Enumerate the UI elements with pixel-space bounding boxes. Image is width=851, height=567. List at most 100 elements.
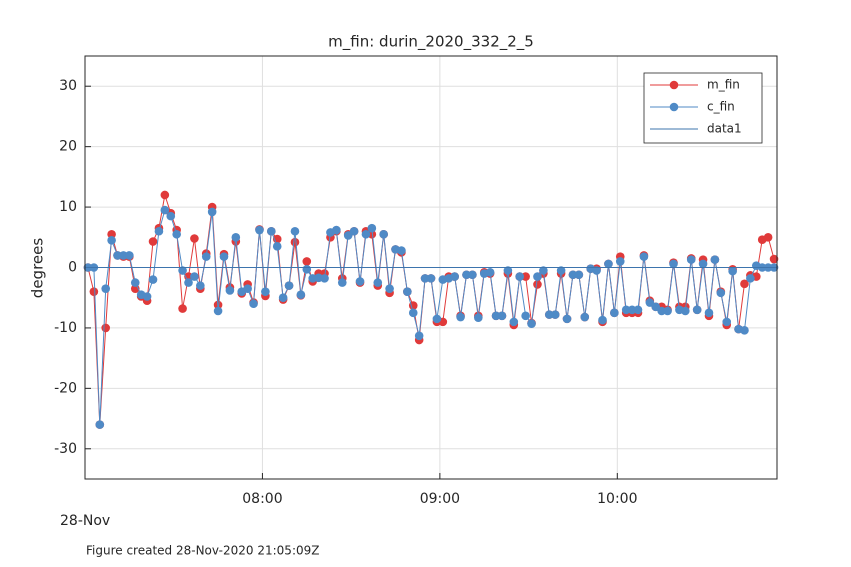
data-point (639, 252, 649, 261)
series-line (87, 209, 775, 425)
data-point (728, 266, 737, 276)
data-point (491, 311, 501, 321)
data-point (302, 265, 312, 274)
legend-marker (669, 102, 679, 112)
data-point (166, 211, 176, 221)
data-point (379, 229, 388, 239)
data-point (142, 292, 152, 301)
data-point (503, 266, 513, 275)
data-point (243, 284, 252, 293)
data-point (320, 274, 329, 283)
data-point (373, 278, 383, 287)
data-point (615, 257, 625, 266)
data-point (397, 246, 406, 255)
data-point (456, 312, 465, 322)
data-point (107, 229, 116, 239)
data-point (385, 284, 394, 293)
data-point (692, 305, 702, 315)
data-point (592, 266, 601, 275)
data-point (598, 315, 607, 325)
y-axis-label: degrees (29, 238, 47, 299)
data-point (432, 314, 442, 324)
data-point (450, 272, 459, 281)
data-point (716, 288, 726, 298)
data-point (302, 257, 312, 266)
legend-marker (669, 80, 679, 90)
data-point (172, 229, 181, 239)
data-point (704, 308, 714, 318)
data-point (178, 304, 187, 313)
data-point (355, 277, 365, 286)
data-point (521, 272, 530, 281)
axes-box (84, 55, 778, 480)
data-point (621, 305, 631, 315)
date-label: 28-Nov (60, 513, 110, 529)
data-point (746, 274, 755, 283)
data-point (580, 312, 590, 322)
data-point (539, 266, 548, 275)
data-point (533, 272, 542, 281)
legend-box (643, 72, 763, 144)
footnote: Figure created 28-Nov-2020 21:05:09Z (86, 544, 319, 558)
data-point (361, 229, 371, 239)
data-point (125, 251, 134, 260)
data-point (278, 293, 288, 303)
data-point (663, 306, 672, 316)
data-point (627, 305, 637, 315)
data-point (267, 226, 276, 236)
data-point (556, 266, 566, 275)
data-point (261, 287, 270, 296)
data-point (420, 274, 430, 283)
data-point (367, 223, 377, 233)
data-point (414, 331, 424, 341)
data-point (201, 252, 211, 261)
data-point (403, 287, 412, 296)
data-point (160, 205, 170, 215)
data-point (686, 255, 696, 264)
data-point (255, 225, 264, 235)
data-point (272, 242, 282, 251)
data-point (190, 234, 199, 243)
data-point (107, 236, 116, 245)
data-point (509, 317, 519, 327)
data-point (190, 272, 199, 281)
data-point (213, 306, 223, 316)
data-point (562, 314, 572, 324)
data-point (332, 225, 341, 235)
data-point (604, 259, 613, 269)
data-point (225, 286, 235, 295)
data-point (740, 326, 749, 335)
data-point (160, 190, 170, 200)
data-point (337, 278, 347, 287)
data-point (154, 226, 164, 236)
x-tick-label: 08:00 (242, 491, 282, 507)
data-point (408, 308, 418, 318)
data-point (148, 237, 158, 246)
data-point (710, 255, 720, 264)
data-point (148, 275, 158, 284)
data-point (101, 323, 111, 333)
data-point (349, 226, 359, 236)
data-point (178, 266, 187, 275)
x-tick-label: 09:00 (420, 491, 460, 507)
data-point (343, 231, 353, 240)
data-point (119, 251, 128, 260)
data-point (645, 298, 655, 307)
data-point (290, 237, 300, 247)
data-point (681, 306, 690, 316)
data-point (722, 317, 732, 327)
data-point (740, 279, 749, 289)
data-point (207, 207, 217, 217)
data-point (290, 226, 300, 236)
data-point (485, 268, 495, 277)
data-point (184, 278, 193, 287)
data-point (574, 270, 584, 280)
data-point (284, 281, 294, 290)
data-point (610, 308, 619, 318)
y-tick-label: -10 (54, 320, 77, 336)
legend-label: m_fin (707, 78, 740, 92)
data-point (296, 290, 306, 299)
data-point (196, 281, 205, 290)
legend-label: data1 (707, 122, 742, 136)
